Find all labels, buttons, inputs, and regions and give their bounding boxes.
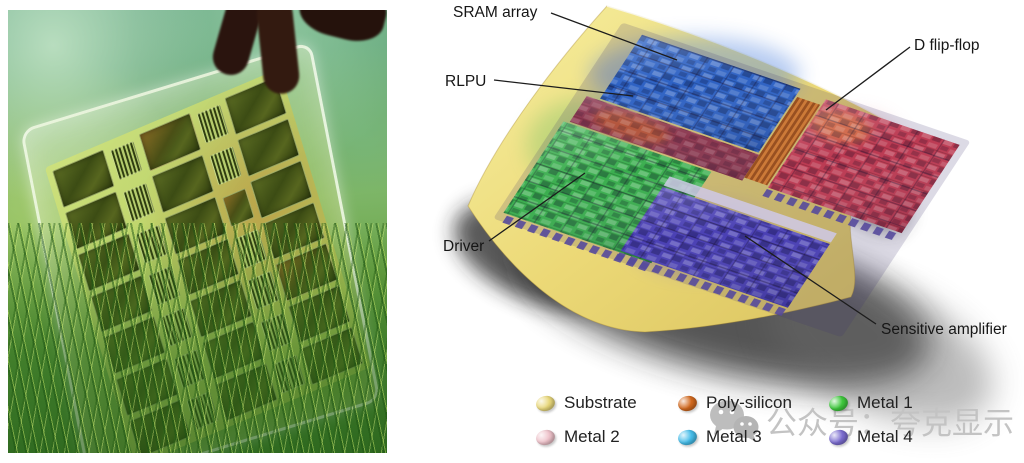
substrate-sheet <box>467 5 892 333</box>
substrate-edge-highlight <box>606 5 892 124</box>
chip-region-rlpu <box>569 95 760 181</box>
legend-label: Metal 2 <box>564 427 620 446</box>
chip-region-poly-connector <box>744 97 821 186</box>
label-driver: Driver <box>443 238 484 255</box>
legend-dot-metal-3 <box>676 427 699 447</box>
leader-lines <box>488 12 911 325</box>
chip-region-dff <box>762 99 960 242</box>
label-d-flip-flop: D flip-flop <box>914 37 979 54</box>
legend-dot-metal-4 <box>827 427 850 447</box>
label-rlpu: RLPU <box>445 73 486 90</box>
label-sram-array: SRAM array <box>453 4 538 21</box>
legend-item-metal-2: Metal 2 <box>534 427 620 447</box>
leader-line-sram <box>550 12 678 61</box>
device-cell <box>196 104 229 144</box>
leader-line-dff <box>825 46 911 111</box>
grass-foreground <box>8 222 387 453</box>
legend-label: Metal 1 <box>857 393 913 412</box>
legend-dot-metal-2 <box>534 427 557 447</box>
wechat-icon <box>710 400 759 442</box>
chip-region-sa <box>615 176 837 317</box>
chip-blocks <box>494 23 970 337</box>
legend-label: Metal 3 <box>706 427 762 446</box>
leader-line-driver <box>488 172 586 242</box>
legend-label: Metal 4 <box>857 427 913 446</box>
legend-dot-metal-1 <box>827 393 850 413</box>
device-cell <box>122 182 156 222</box>
leader-line-rlpu <box>493 79 634 97</box>
hand-knuckle <box>294 10 387 48</box>
legend-label: Substrate <box>564 393 637 412</box>
legend-item-metal-1: Metal 1 <box>827 393 913 413</box>
leader-line-sa <box>744 235 877 325</box>
flexible-chip-photo <box>8 10 387 453</box>
chip-region-driver <box>497 121 712 272</box>
legend-item-poly-silicon: Poly-silicon <box>676 393 792 413</box>
chip-region-sram <box>600 34 801 153</box>
chip-base <box>494 23 970 337</box>
device-cell <box>208 145 242 186</box>
label-sensitive-amplifier: Sensitive amplifier <box>881 321 1007 338</box>
device-cell <box>221 187 255 228</box>
legend-dot-substrate <box>534 393 557 413</box>
legend-item-metal-4: Metal 4 <box>827 427 913 447</box>
legend-item-substrate: Substrate <box>534 393 637 413</box>
device-cell <box>110 140 143 181</box>
legend-item-metal-3: Metal 3 <box>676 427 762 447</box>
legend-dot-poly-silicon <box>676 393 699 413</box>
legend-label: Poly-silicon <box>706 393 792 412</box>
chip-glow <box>527 37 903 274</box>
